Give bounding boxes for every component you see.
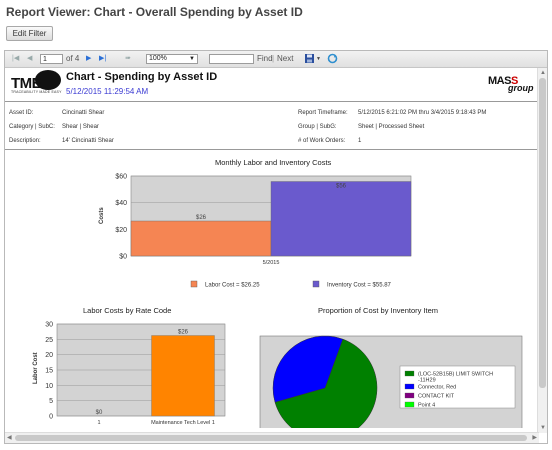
scroll-right-icon[interactable]: ▶ [532, 435, 537, 441]
y-axis-label: Labor Cost [33, 352, 39, 384]
data-label: $26 [178, 330, 189, 336]
legend-label: CONTACT KIT [418, 394, 455, 400]
y-tick-label: 5 [49, 398, 53, 405]
group-label: Group | SubG: [298, 124, 337, 130]
chevron-down-icon: ▼ [189, 56, 195, 62]
scroll-down-icon[interactable]: ▼ [540, 425, 546, 431]
mass-group-logo: MASS [488, 75, 518, 87]
data-label: $0 [96, 410, 103, 416]
mass-logo-part-b: S [510, 75, 518, 87]
y-tick-label: $0 [119, 254, 127, 261]
y-tick-label: 20 [45, 352, 53, 359]
category-value: Shear | Shear [62, 124, 99, 130]
tme-logo: TME TRACEABILITY MADE EASY [9, 70, 63, 96]
pie-slice [272, 335, 344, 403]
monthly-costs-chart-title: Monthly Labor and Inventory Costs [215, 158, 332, 167]
legend-swatch [404, 401, 415, 408]
zoom-select[interactable]: 100% ▼ [146, 54, 198, 64]
bar [151, 335, 215, 417]
find-input[interactable] [209, 54, 254, 64]
export-dropdown-icon[interactable]: ▼ [316, 56, 321, 62]
back-icon[interactable]: ➠ [125, 55, 131, 62]
pie-slice [274, 338, 378, 428]
legend-swatch [312, 280, 320, 288]
next-page-icon[interactable]: ▶ [86, 55, 92, 62]
bar-inventory [270, 181, 412, 257]
scroll-left-icon[interactable]: ◀ [7, 435, 12, 441]
y-tick-label: 0 [49, 414, 53, 421]
data-label: $26 [196, 215, 207, 221]
bar-labor [130, 220, 272, 257]
asset-id-value: Cincinatti Shear [62, 110, 105, 116]
tme-logo-swoosh [35, 70, 61, 90]
refresh-icon[interactable] [327, 53, 338, 67]
page-count: of 4 [66, 54, 80, 63]
x-tick-label: 5/2015 [263, 260, 280, 266]
inventory-pie-chart-title: Proportion of Cost by Inventory Item [318, 306, 439, 315]
vertical-scroll-thumb[interactable] [539, 78, 546, 388]
report-date: 5/12/2015 11:29:54 AM [66, 87, 149, 96]
timeframe-value: 5/12/2015 6:21:02 PM thru 3/4/2015 9:18:… [358, 110, 487, 116]
horizontal-scroll-thumb[interactable] [15, 435, 527, 441]
next-link[interactable]: Next [277, 54, 294, 63]
rate-code-chart-title: Labor Costs by Rate Code [83, 306, 172, 315]
y-tick-label: $40 [115, 200, 127, 207]
description-value: 14' Cincinatti Shear [62, 138, 114, 144]
legend-swatch [404, 392, 415, 399]
x-tick-label: Maintenance Tech Level 1 [151, 420, 215, 426]
y-tick-label: 30 [45, 322, 53, 329]
mass-logo-part-a: MAS [488, 75, 511, 87]
y-axis-label: Costs [99, 207, 105, 224]
y-tick-label: 10 [45, 383, 53, 390]
legend-label: Inventory Cost = $55.87 [327, 283, 392, 289]
save-export-icon[interactable] [304, 53, 315, 67]
work-orders-label: # of Work Orders: [298, 138, 346, 144]
work-orders-value: 1 [358, 138, 362, 144]
tme-logo-tagline: TRACEABILITY MADE EASY [11, 90, 62, 94]
y-tick-label: $20 [115, 227, 127, 234]
edit-filter-button[interactable]: Edit Filter [6, 26, 53, 41]
legend-label: Labor Cost = $26.25 [205, 283, 260, 289]
vertical-scrollbar[interactable]: ▲ ▼ [537, 68, 547, 433]
report-title: Chart - Spending by Asset ID [66, 71, 218, 83]
window-title: Report Viewer: Chart - Overall Spending … [6, 5, 303, 19]
rate-code-chart: 0 5 10 15 20 25 30 Labor Cost $0 1 $26 Maintenance … [33, 322, 226, 426]
timeframe-label: Report Timeframe: [298, 110, 348, 116]
header-divider [5, 101, 538, 102]
legend-box [399, 365, 516, 409]
inventory-pie-chart: (LOC-52B15B) LIMIT SWITCH -11H29Connector… [259, 335, 523, 428]
zoom-value: 100% [149, 55, 167, 62]
previous-page-icon[interactable]: ◀ [27, 55, 33, 62]
report-viewer: |◀ ◀ of 4 ▶ ▶| ➠ 100% ▼ Find | Next ▼ TM… [4, 50, 548, 444]
last-page-icon[interactable]: ▶| [99, 55, 107, 62]
scroll-up-icon[interactable]: ▲ [540, 70, 546, 76]
monthly-costs-chart: $0 $20 $40 $60 Costs $26 $56 5/2015 Labor Cost =… [99, 174, 412, 289]
asset-id-label: Asset ID: [9, 110, 34, 116]
legend-label: (LOC-52B15B) LIMIT SWITCH -11H29 [418, 372, 493, 384]
data-label: $56 [336, 184, 347, 190]
viewer-toolbar: |◀ ◀ of 4 ▶ ▶| ➠ 100% ▼ Find | Next ▼ [5, 51, 547, 68]
legend-swatch [404, 383, 415, 390]
horizontal-scrollbar[interactable]: ◀ ▶ [5, 432, 539, 443]
find-link[interactable]: Find [257, 54, 273, 63]
first-page-icon[interactable]: |◀ [12, 55, 20, 62]
legend-swatch [404, 370, 415, 377]
meta-divider [5, 149, 538, 150]
mass-logo-group: group [508, 83, 534, 93]
legend-label: Connector, Red [418, 385, 456, 391]
group-value: Sheet | Processed Sheet [358, 124, 425, 130]
find-separator: | [272, 54, 275, 63]
page-number-input[interactable] [40, 54, 63, 64]
tme-logo-text: TME [11, 75, 42, 92]
y-tick-label: 15 [45, 368, 53, 375]
legend-swatch [190, 280, 198, 288]
report-page: TME TRACEABILITY MADE EASY Chart - Spend… [5, 68, 538, 431]
legend-label: Point 4 [418, 403, 435, 409]
category-label: Category | SubC: [9, 124, 55, 130]
x-tick-label: 1 [97, 420, 100, 426]
y-tick-label: 25 [45, 337, 53, 344]
description-label: Description: [9, 138, 41, 144]
y-tick-label: $60 [115, 174, 127, 181]
